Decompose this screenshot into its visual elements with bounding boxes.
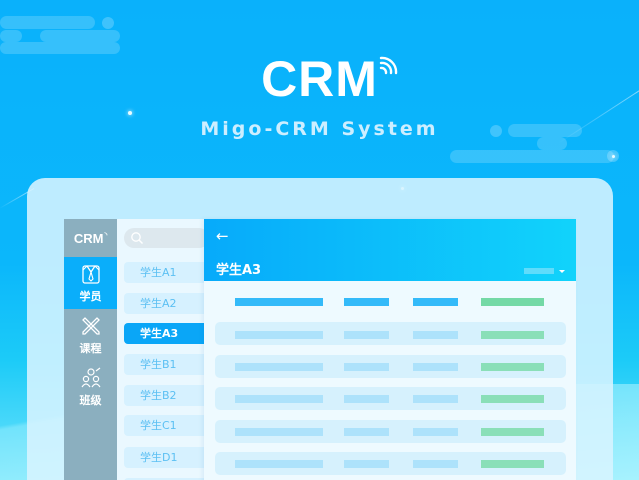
chevron-down-icon[interactable]: [559, 270, 565, 273]
table-cell: [344, 395, 389, 403]
table-header-cell: [413, 298, 458, 306]
hero-subtitle: Migo-CRM System: [200, 118, 439, 140]
student-list-item[interactable]: 学生D1: [124, 447, 208, 468]
student-uniform-icon: [81, 264, 100, 284]
student-list-item[interactable]: 学生B1: [124, 354, 208, 375]
student-list-panel: 学生A1 学生A2 学生A3 学生B1 学生B2 学生C1 学生D1: [117, 219, 209, 480]
student-list-item[interactable]: 学生C1: [124, 415, 208, 436]
student-list-item[interactable]: 学生A1: [124, 262, 208, 283]
table-row[interactable]: [215, 452, 566, 475]
student-list-item[interactable]: 学生B2: [124, 385, 208, 406]
table-cell: [235, 363, 323, 371]
back-arrow-icon[interactable]: ←: [216, 227, 229, 245]
table-cell: [413, 363, 458, 371]
table-cell: [413, 460, 458, 468]
table-cell: [413, 428, 458, 436]
table-cell-status: [481, 428, 544, 436]
table-cell: [235, 331, 323, 339]
table-cell: [344, 331, 389, 339]
sidebar-item-courses[interactable]: 课程: [64, 309, 117, 361]
table-cell: [413, 395, 458, 403]
search-input[interactable]: [124, 228, 209, 248]
table-cell: [235, 460, 323, 468]
table-header-cell: [481, 298, 544, 306]
table-header-cell: [344, 298, 389, 306]
cloud-decoration: [0, 42, 120, 54]
sidebar-item-label: 班级: [79, 393, 102, 407]
sidebar-item-students[interactable]: 学员: [64, 257, 117, 309]
search-icon: [131, 232, 143, 244]
cloud-decoration: [0, 16, 95, 29]
wifi-signal-icon: ◝: [104, 232, 108, 239]
cloud-decoration: [40, 30, 120, 42]
student-list-item-selected[interactable]: 学生A3: [124, 323, 208, 344]
table-cell: [413, 331, 458, 339]
table-cell: [344, 363, 389, 371]
table-cell: [235, 428, 323, 436]
filter-dropdown[interactable]: [524, 268, 554, 274]
cloud-decoration: [450, 150, 614, 163]
table-cell: [344, 428, 389, 436]
student-list-item[interactable]: 学生A2: [124, 293, 208, 314]
sidebar-item-label: 课程: [79, 341, 102, 355]
cloud-decoration: [0, 30, 22, 42]
cloud-decoration: [537, 137, 567, 150]
table-cell-status: [481, 460, 544, 468]
star-decoration: [128, 111, 132, 115]
sidebar-logo-text: CRM: [73, 230, 104, 246]
table-cell: [344, 460, 389, 468]
table-row[interactable]: [215, 322, 566, 345]
table-row[interactable]: [215, 387, 566, 410]
dot-decoration: [490, 125, 502, 137]
table-header-cell: [235, 298, 323, 306]
sidebar-item-label: 学员: [79, 289, 102, 303]
sidebar-logo: CRM ◝: [64, 219, 117, 257]
ruler-pencil-icon: [81, 316, 100, 335]
sidebar-nav: CRM ◝ 学员 课程: [64, 219, 117, 480]
table-row[interactable]: [215, 355, 566, 378]
star-decoration: [612, 155, 615, 158]
table-cell-status: [481, 395, 544, 403]
table-cell-status: [481, 331, 544, 339]
group-people-icon: [81, 367, 100, 387]
detail-title: 学生A3: [216, 263, 262, 278]
table-row[interactable]: [215, 420, 566, 443]
sidebar-item-classes[interactable]: 班级: [64, 361, 117, 413]
crm-app-window: CRM ◝ 学员 课程: [64, 219, 576, 480]
student-list-item[interactable]: [124, 478, 208, 480]
table-cell-status: [481, 363, 544, 371]
detail-header: ← 学生A3: [204, 219, 576, 281]
table-cell: [235, 395, 323, 403]
student-detail-panel: ← 学生A3: [204, 219, 576, 480]
logo-text: CRM: [261, 51, 378, 107]
hero-logo: CRM: [0, 50, 639, 108]
wifi-signal-icon: [379, 56, 398, 75]
cloud-decoration: [508, 124, 582, 137]
dot-decoration: [102, 17, 114, 29]
